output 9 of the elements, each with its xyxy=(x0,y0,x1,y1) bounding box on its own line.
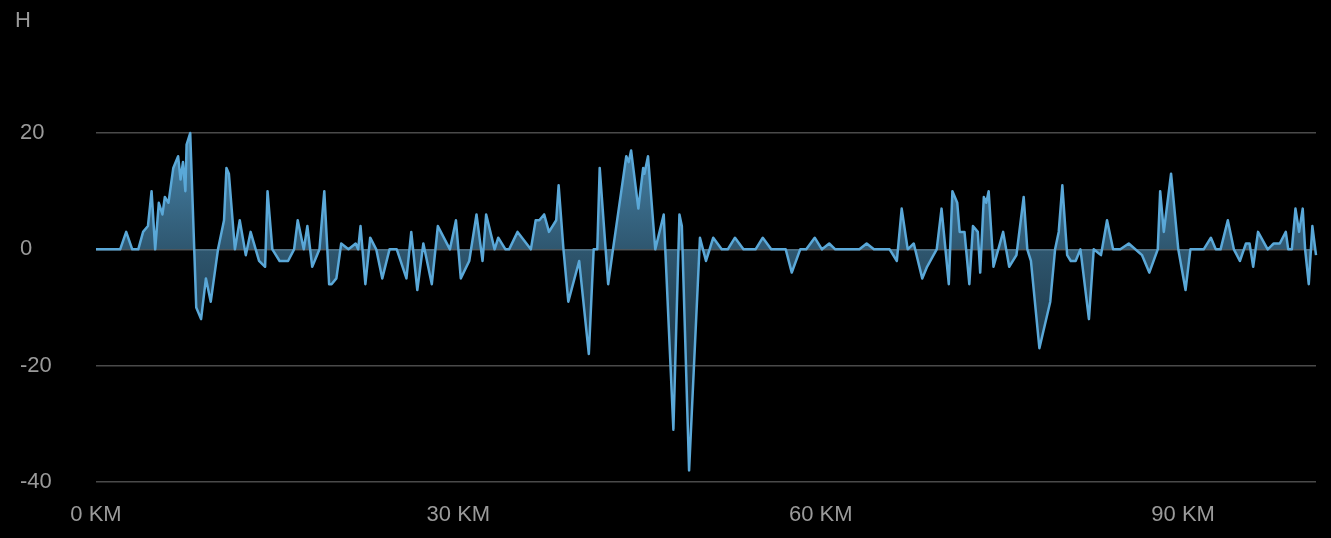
x-tick-label: 0 KM xyxy=(70,501,122,527)
x-tick-label: 60 KM xyxy=(788,501,853,527)
y-axis-title: H xyxy=(15,7,31,33)
x-tick-label: 90 KM xyxy=(1151,501,1215,527)
y-tick-label: -20 xyxy=(20,351,52,377)
x-tick-label: 30 KM xyxy=(426,501,491,527)
y-tick-label: 0 xyxy=(20,235,33,261)
y-tick-label: -40 xyxy=(20,468,52,494)
y-tick-label: 20 xyxy=(20,119,45,145)
